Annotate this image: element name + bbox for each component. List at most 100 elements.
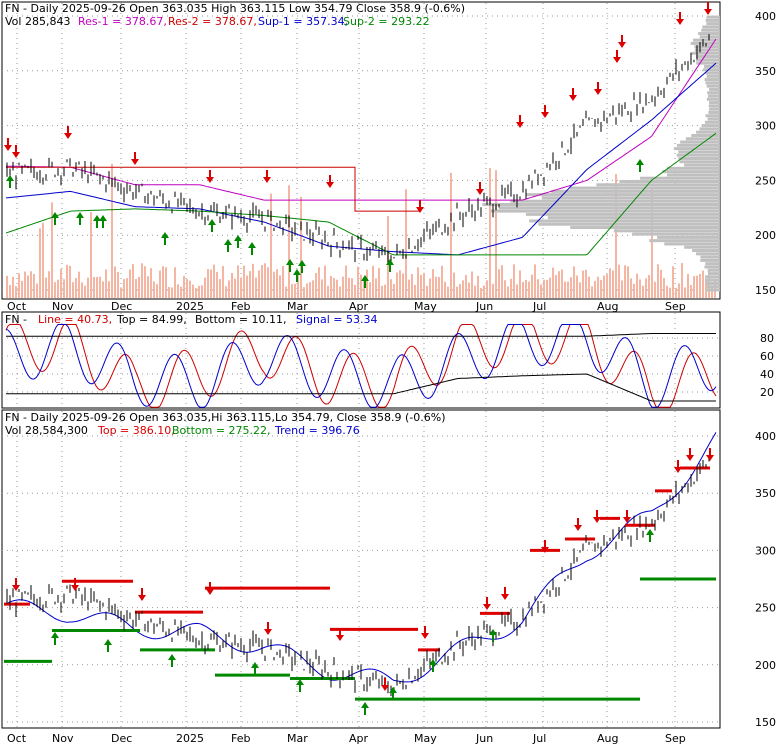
- volume-bar: [510, 278, 512, 298]
- volume-bar: [252, 263, 254, 298]
- month-label: Jun: [475, 732, 493, 745]
- volume-profile-bar: [704, 278, 720, 282]
- volume-bar: [117, 271, 119, 298]
- sell-arrow: [483, 597, 491, 610]
- volume-bar: [129, 269, 131, 298]
- volume-profile-bar: [699, 35, 720, 39]
- volume-bar: [177, 284, 179, 298]
- volume-bar: [609, 268, 611, 298]
- volume-profile-bar: [640, 176, 720, 180]
- volume-bar: [339, 286, 341, 298]
- volume-bar: [159, 270, 161, 298]
- volume-profile-bar: [700, 258, 720, 262]
- buy-arrow: [161, 232, 169, 245]
- volume-bar: [642, 285, 644, 298]
- volume-bar: [612, 270, 614, 298]
- volume-bar: [33, 273, 35, 298]
- volume-bar: [414, 284, 416, 298]
- volume-profile-bar: [707, 117, 720, 121]
- volume-bar: [24, 271, 26, 298]
- volume-profile-bar: [676, 153, 720, 157]
- volume-profile-bar: [551, 189, 720, 193]
- sell-arrow: [686, 448, 694, 461]
- volume-bar: [366, 269, 368, 298]
- price-panel-frame: [1, 1, 721, 300]
- price-panel-header: FN - Daily 2025-09-26 Open 363.035 High …: [5, 2, 465, 28]
- sell-arrow: [541, 105, 549, 118]
- volume-bar: [438, 276, 440, 298]
- volume-bar: [303, 287, 305, 298]
- res2-label: Res-2 = 378.67,: [168, 15, 257, 28]
- volume-bar: [168, 287, 170, 298]
- volume-bar: [171, 287, 173, 298]
- volume-bar: [201, 285, 203, 298]
- volume-profile-bar: [676, 143, 720, 147]
- volume-bar: [63, 279, 65, 298]
- stoch-signal: [5, 324, 717, 408]
- volume-bar: [333, 277, 335, 298]
- volume-bar: [537, 279, 539, 298]
- volume-bar: [621, 280, 623, 298]
- volume-bar: [468, 282, 470, 298]
- volume-profile-bar: [691, 51, 720, 55]
- volume-bar: [9, 285, 11, 298]
- sell-arrow: [131, 152, 139, 165]
- volume-bar: [594, 280, 596, 298]
- trend-bottom-label: Bottom = 275.22,: [172, 424, 271, 437]
- volume-profile-bar: [705, 262, 720, 266]
- volume-bar: [18, 273, 20, 298]
- volume-bar: [666, 285, 668, 298]
- trend-top-label: Top = 386.10,: [97, 424, 175, 437]
- volume-bar: [675, 287, 677, 298]
- buy-arrow: [361, 275, 369, 288]
- volume-bar: [57, 279, 59, 298]
- volume-bar: [660, 269, 662, 298]
- volume-profile-bar: [696, 130, 720, 134]
- volume-bar: [123, 279, 125, 298]
- volume-bar: [576, 275, 578, 298]
- volume-bar: [318, 267, 320, 298]
- month-label: 2025: [176, 300, 204, 313]
- volume-bar: [306, 283, 308, 298]
- price-panel: 400 350 300 250 200 150 FN - Daily 2025-09-26…: [1, 1, 776, 300]
- month-label: May: [414, 732, 437, 745]
- volume-bar: [228, 280, 230, 298]
- volume-bar: [471, 271, 473, 298]
- volume-bar: [285, 286, 287, 298]
- volume-profile-bar: [538, 222, 720, 226]
- volume-bar: [489, 168, 491, 298]
- month-label: Mar: [287, 732, 308, 745]
- volume-bar: [150, 268, 152, 298]
- month-label: 2025: [176, 732, 204, 745]
- volume-profile-bar: [701, 124, 720, 128]
- sell-arrow: [613, 50, 621, 63]
- volume-profile-bar: [703, 68, 720, 72]
- volume-profile-bar: [678, 150, 720, 154]
- volume-bar: [690, 285, 692, 298]
- volume-bar: [42, 222, 44, 298]
- volume-bar: [534, 264, 536, 298]
- sell-arrow: [381, 678, 389, 691]
- volume-bar: [627, 266, 629, 298]
- volume-profile-bar: [482, 203, 720, 207]
- volume-bar: [645, 278, 647, 298]
- volume-bar: [411, 274, 413, 298]
- volume-bar: [282, 265, 284, 298]
- volume-profile-bar: [706, 74, 720, 78]
- volume-bar: [654, 281, 656, 298]
- buy-arrow: [298, 260, 306, 273]
- trend-ytick: 300: [755, 544, 776, 557]
- month-axis-bottom: Oct Nov Dec 2025 Feb Mar Apr May Jun Jul Aug Sep: [7, 732, 686, 745]
- volume-bar: [375, 278, 377, 298]
- volume-bar: [525, 279, 527, 298]
- volume-bar: [432, 269, 434, 298]
- volume-profile-bar: [704, 120, 720, 124]
- month-label: Sep: [665, 732, 686, 745]
- volume-bar: [480, 287, 482, 298]
- volume-profile-bar: [706, 288, 720, 292]
- volume-bar: [315, 273, 317, 298]
- volume-bar: [633, 283, 635, 298]
- volume-profile-bar: [680, 140, 720, 144]
- volume-profile-bar: [690, 41, 720, 45]
- buy-arrow: [224, 239, 232, 252]
